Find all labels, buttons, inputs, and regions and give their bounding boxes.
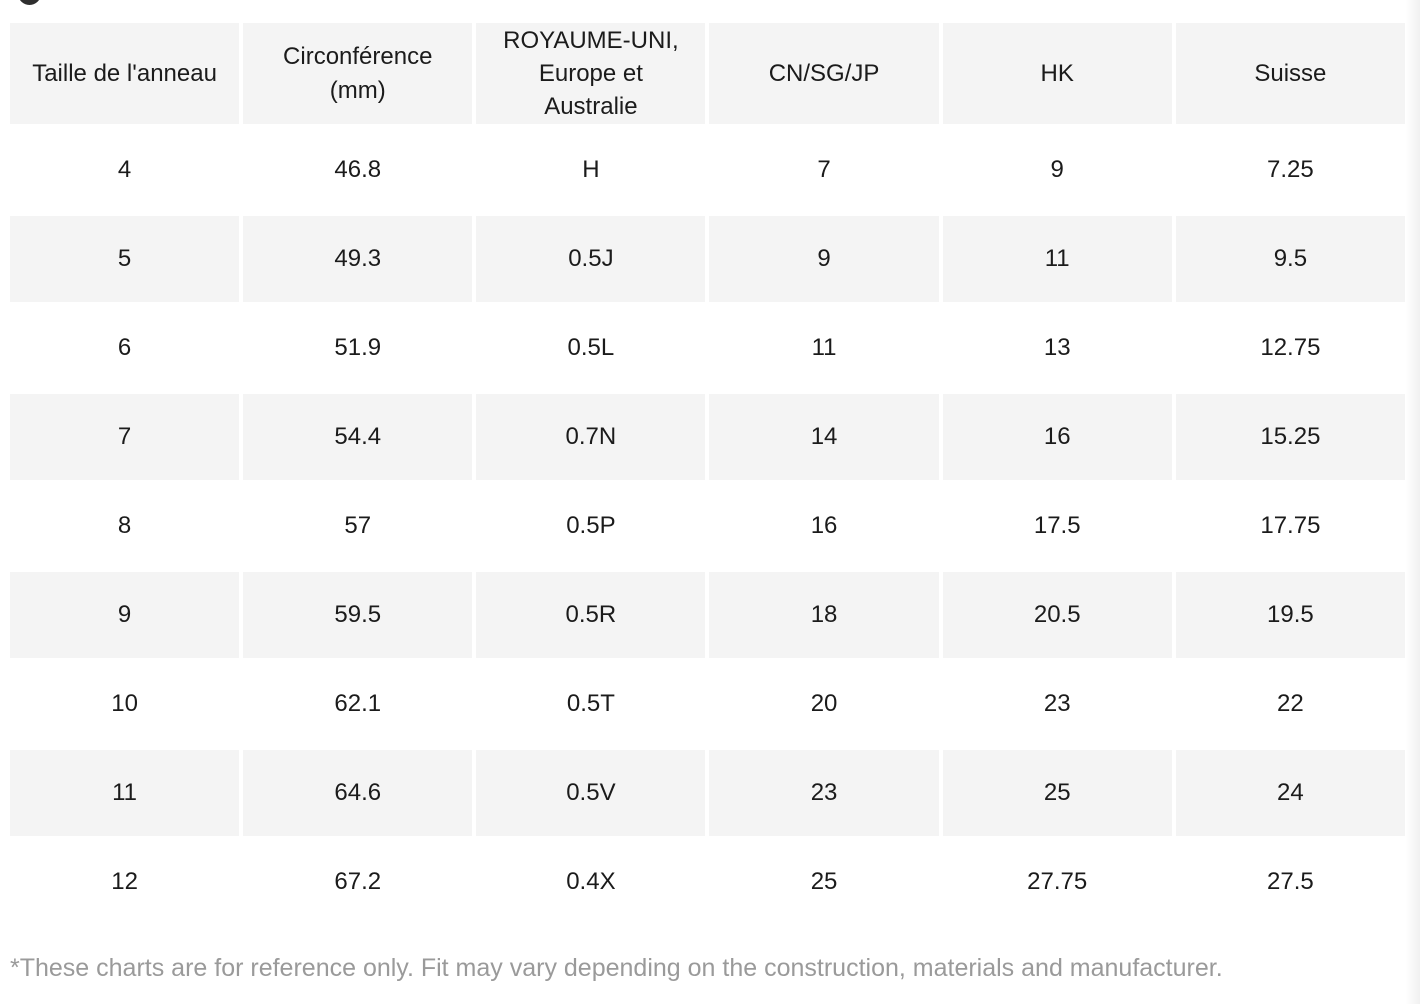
table-cell: 0.5L bbox=[476, 305, 706, 391]
table-cell: 20.5 bbox=[942, 572, 1172, 658]
table-cell: 14 bbox=[709, 394, 939, 480]
table-cell: 0.5T bbox=[476, 661, 706, 747]
ring-size-table: Taille de l'anneau Circonférence (mm) ROYA… bbox=[6, 20, 1409, 928]
table-cell: 9.5 bbox=[1175, 216, 1405, 302]
table-cell: 19.5 bbox=[1175, 572, 1405, 658]
table-cell: 0.5J bbox=[476, 216, 706, 302]
table-cell: 16 bbox=[942, 394, 1172, 480]
table-cell: 22 bbox=[1175, 661, 1405, 747]
table-cell: 0.7N bbox=[476, 394, 706, 480]
table-row: 8 57 0.5P 16 17.5 17.75 bbox=[10, 483, 1405, 569]
table-cell: 0.5V bbox=[476, 750, 706, 836]
table-cell: 7 bbox=[10, 394, 240, 480]
table-cell: 18 bbox=[709, 572, 939, 658]
table-cell: 11 bbox=[709, 305, 939, 391]
column-header: Circonférence (mm) bbox=[243, 23, 473, 124]
table-cell: 6 bbox=[10, 305, 240, 391]
table-cell: 12.75 bbox=[1175, 305, 1405, 391]
column-header: CN/SG/JP bbox=[709, 23, 939, 124]
table-cell: 9 bbox=[10, 572, 240, 658]
column-header: Suisse bbox=[1175, 23, 1405, 124]
table-cell: 4 bbox=[10, 127, 240, 213]
table-cell: 54.4 bbox=[243, 394, 473, 480]
table-cell: 11 bbox=[942, 216, 1172, 302]
table-cell: 13 bbox=[942, 305, 1172, 391]
table-cell: 5 bbox=[10, 216, 240, 302]
table-row: 7 54.4 0.7N 14 16 15.25 bbox=[10, 394, 1405, 480]
table-cell: 67.2 bbox=[243, 839, 473, 925]
table-cell: 59.5 bbox=[243, 572, 473, 658]
table-cell: 57 bbox=[243, 483, 473, 569]
table-cell: 23 bbox=[709, 750, 939, 836]
table-cell: 23 bbox=[942, 661, 1172, 747]
table-cell: 7 bbox=[709, 127, 939, 213]
table-cell: 0.5P bbox=[476, 483, 706, 569]
table-cell: 12 bbox=[10, 839, 240, 925]
reference-footnote: *These charts are for reference only. Fi… bbox=[10, 954, 1223, 982]
table-cell: 20 bbox=[709, 661, 939, 747]
table-cell: 8 bbox=[10, 483, 240, 569]
table-cell: 15.25 bbox=[1175, 394, 1405, 480]
table-cell: 51.9 bbox=[243, 305, 473, 391]
table-cell: 24 bbox=[1175, 750, 1405, 836]
table-row: 4 46.8 H 7 9 7.25 bbox=[10, 127, 1405, 213]
table-row: 12 67.2 0.4X 25 27.75 27.5 bbox=[10, 839, 1405, 925]
table-cell: 25 bbox=[942, 750, 1172, 836]
table-cell: 0.4X bbox=[476, 839, 706, 925]
column-header: HK bbox=[942, 23, 1172, 124]
partial-circle-icon bbox=[18, 0, 41, 5]
table-cell: 46.8 bbox=[243, 127, 473, 213]
header-row: Taille de l'anneau Circonférence (mm) ROYA… bbox=[10, 23, 1405, 124]
table-cell: H bbox=[476, 127, 706, 213]
table-cell: 27.5 bbox=[1175, 839, 1405, 925]
table-body: 4 46.8 H 7 9 7.25 5 49.3 0.5J 9 11 9.5 6 51.9 0.5L 11 13… bbox=[10, 127, 1405, 925]
table-cell: 25 bbox=[709, 839, 939, 925]
table-row: 5 49.3 0.5J 9 11 9.5 bbox=[10, 216, 1405, 302]
table-cell: 17.5 bbox=[942, 483, 1172, 569]
table-row: 10 62.1 0.5T 20 23 22 bbox=[10, 661, 1405, 747]
table-cell: 0.5R bbox=[476, 572, 706, 658]
column-header: ROYAUME-UNI, Europe et Australie bbox=[476, 23, 706, 124]
table-cell: 49.3 bbox=[243, 216, 473, 302]
table-row: 9 59.5 0.5R 18 20.5 19.5 bbox=[10, 572, 1405, 658]
table-cell: 9 bbox=[942, 127, 1172, 213]
table-cell: 27.75 bbox=[942, 839, 1172, 925]
table-cell: 10 bbox=[10, 661, 240, 747]
table-row: 11 64.6 0.5V 23 25 24 bbox=[10, 750, 1405, 836]
column-header: Taille de l'anneau bbox=[10, 23, 240, 124]
table-cell: 62.1 bbox=[243, 661, 473, 747]
table-cell: 9 bbox=[709, 216, 939, 302]
table-cell: 64.6 bbox=[243, 750, 473, 836]
table-cell: 11 bbox=[10, 750, 240, 836]
table-cell: 17.75 bbox=[1175, 483, 1405, 569]
table-row: 6 51.9 0.5L 11 13 12.75 bbox=[10, 305, 1405, 391]
table-cell: 7.25 bbox=[1175, 127, 1405, 213]
table-cell: 16 bbox=[709, 483, 939, 569]
